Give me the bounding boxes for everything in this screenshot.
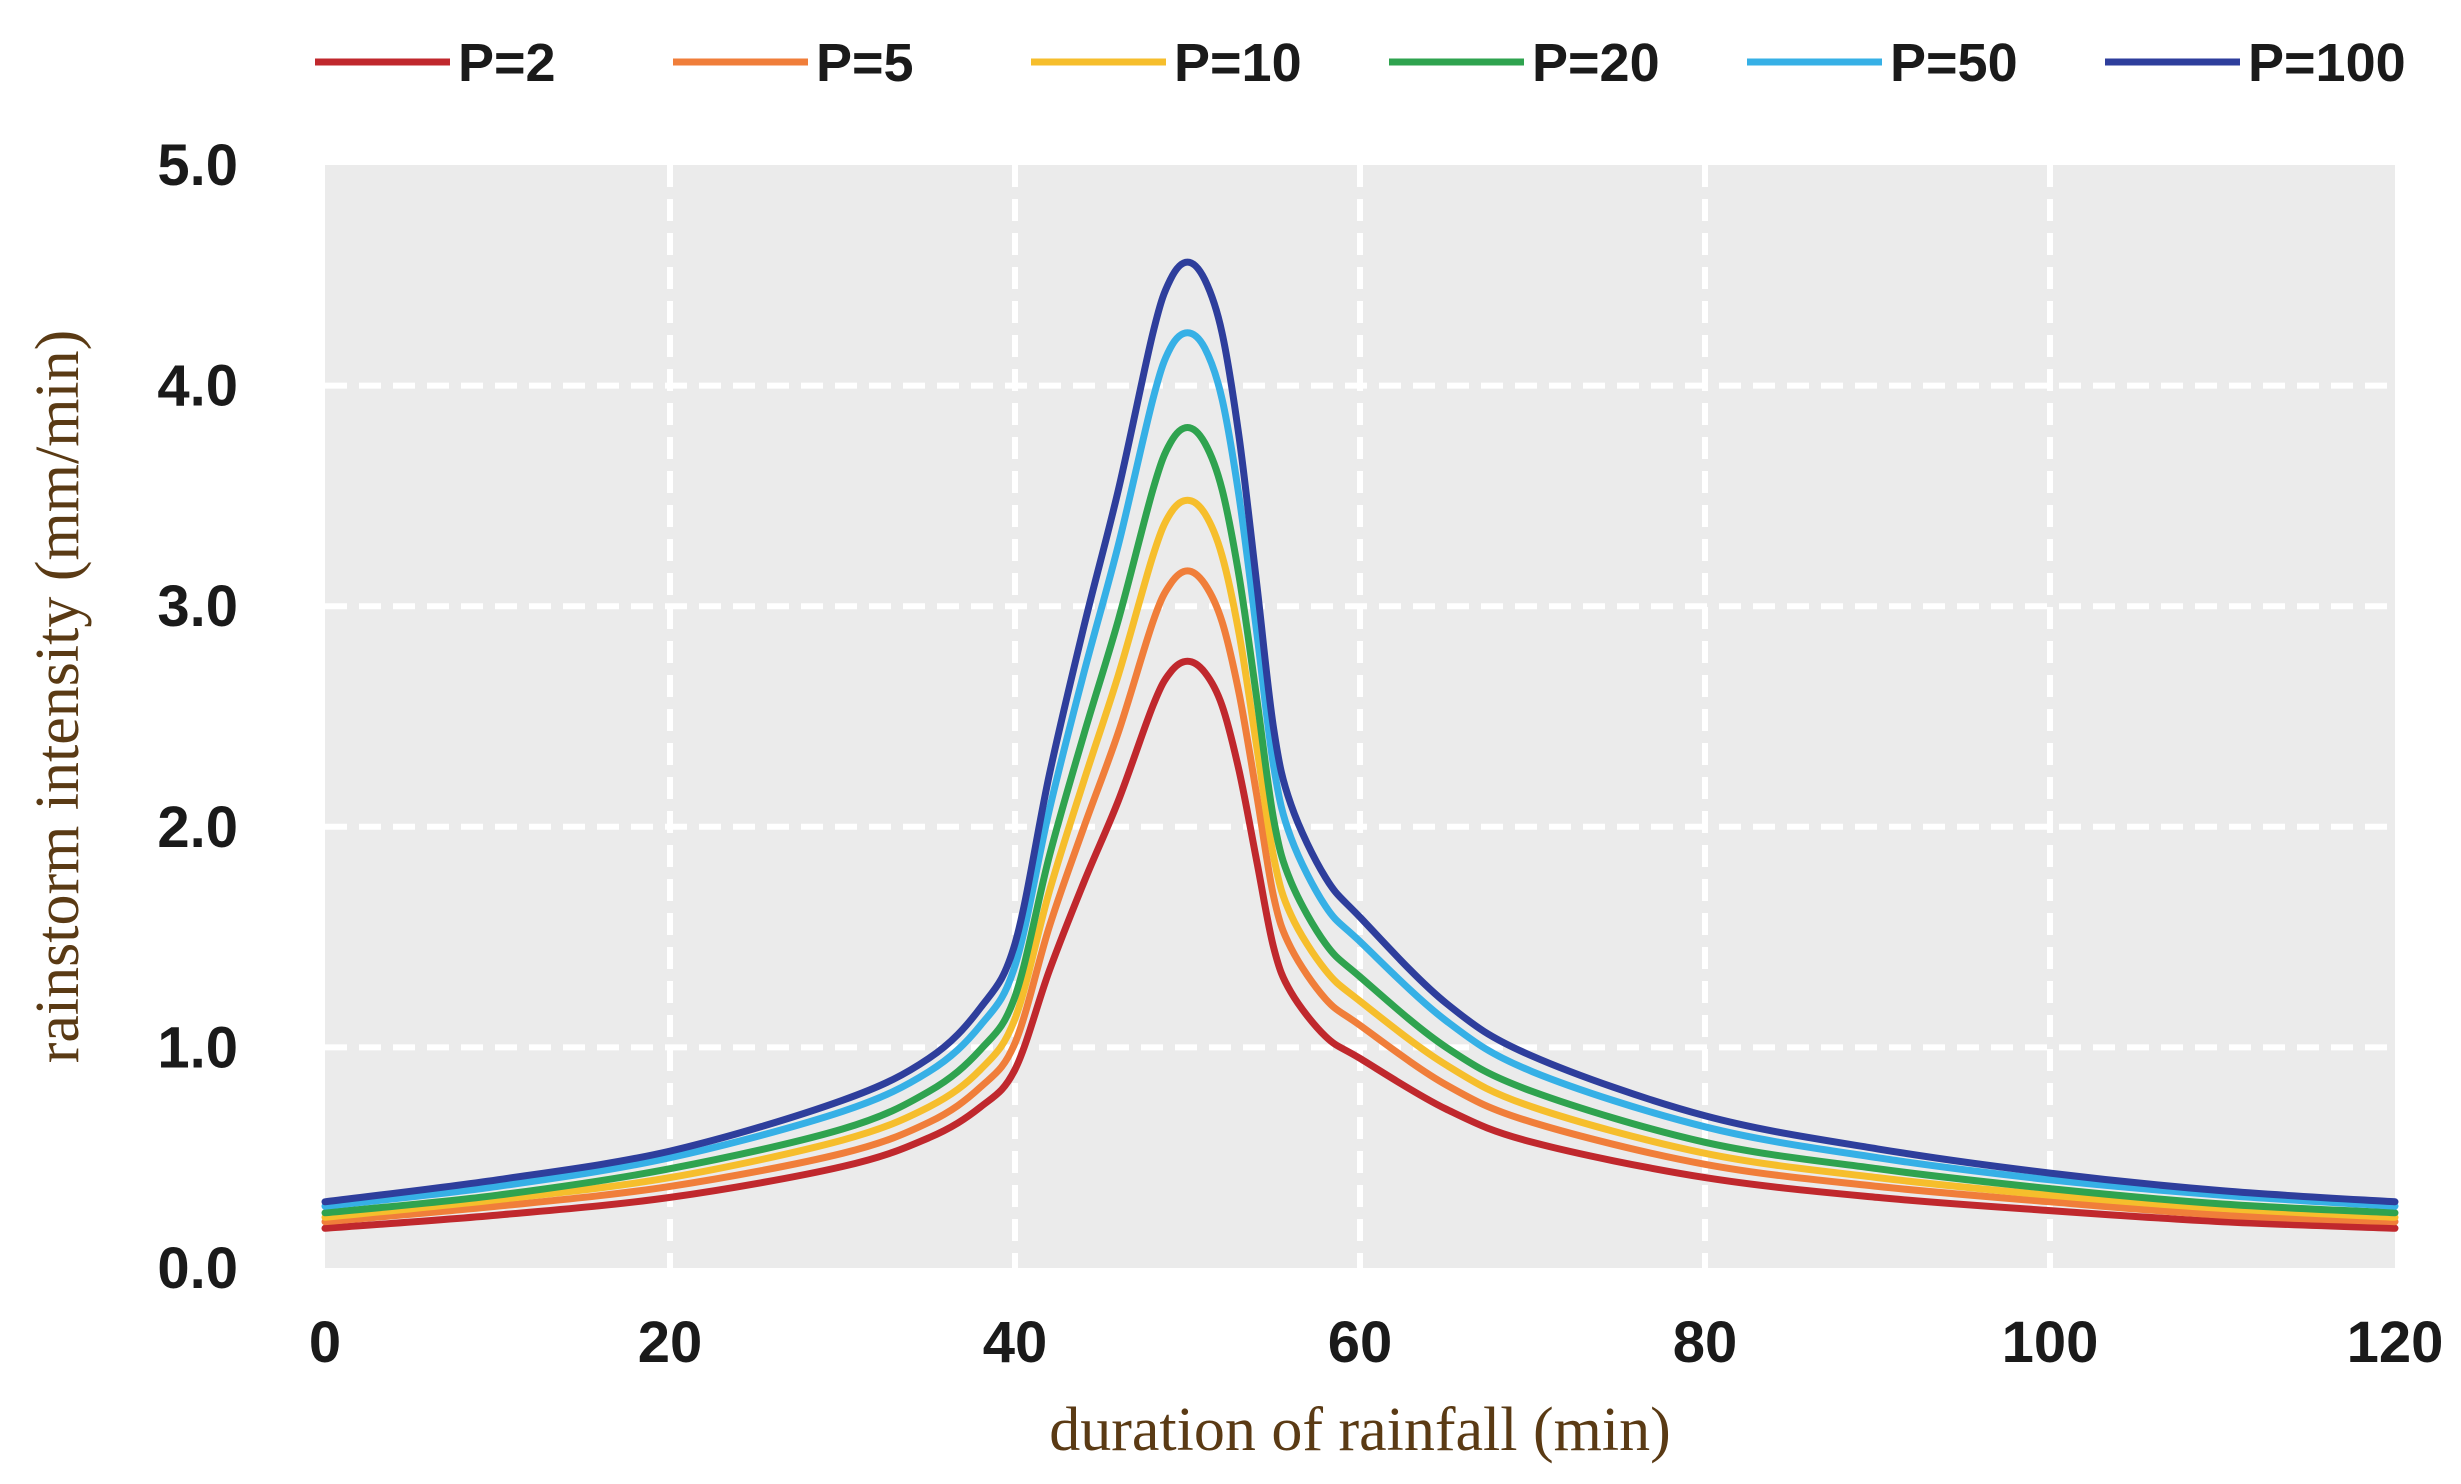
legend-label: P=100 xyxy=(2248,33,2406,93)
y-tick-label: 3.0 xyxy=(157,574,238,639)
x-tick-label: 40 xyxy=(983,1310,1048,1375)
legend-item: P=10 xyxy=(1031,33,1302,93)
legend-item: P=5 xyxy=(673,33,914,93)
y-axis-title: rainstorm intensity (mm/min) xyxy=(24,330,92,1064)
legend-label: P=5 xyxy=(816,33,914,93)
x-axis-title: duration of rainfall (min) xyxy=(1049,1396,1671,1464)
legend-label: P=2 xyxy=(458,33,556,93)
x-tick-label: 100 xyxy=(2002,1310,2099,1375)
y-tick-label: 0.0 xyxy=(157,1236,238,1301)
y-axis-ticks: 0.0 1.0 2.0 3.0 4.0 5.0 xyxy=(157,133,238,1301)
x-axis-ticks: 0 20 40 60 80 100 120 xyxy=(309,1310,2444,1375)
legend-label: P=10 xyxy=(1174,33,1302,93)
legend-item: P=2 xyxy=(315,33,556,93)
legend-item: P=50 xyxy=(1747,33,2018,93)
x-tick-label: 80 xyxy=(1673,1310,1738,1375)
legend: P=2 P=5 P=10 P=20 P=50 P=100 xyxy=(315,33,2406,93)
x-tick-label: 60 xyxy=(1328,1310,1393,1375)
series-lines xyxy=(321,258,2399,1232)
legend-label: P=50 xyxy=(1890,33,2018,93)
series-line-p-20 xyxy=(321,424,2399,1217)
y-tick-label: 2.0 xyxy=(157,795,238,860)
x-tick-label: 0 xyxy=(309,1310,341,1375)
y-tick-label: 5.0 xyxy=(157,133,238,198)
series-line-p-10 xyxy=(321,496,2399,1221)
y-tick-label: 1.0 xyxy=(157,1015,238,1080)
x-tick-label: 20 xyxy=(638,1310,703,1375)
series-line-p-100 xyxy=(321,258,2399,1206)
x-tick-label: 120 xyxy=(2347,1310,2444,1375)
y-tick-label: 4.0 xyxy=(157,354,238,419)
legend-item: P=100 xyxy=(2105,33,2406,93)
legend-label: P=20 xyxy=(1532,33,1660,93)
series-line-p-50 xyxy=(321,329,2399,1210)
grid-lines xyxy=(325,165,2395,1268)
legend-item: P=20 xyxy=(1389,33,1660,93)
series-line-p-2 xyxy=(321,657,2399,1232)
series-line-p-5 xyxy=(321,567,2399,1226)
